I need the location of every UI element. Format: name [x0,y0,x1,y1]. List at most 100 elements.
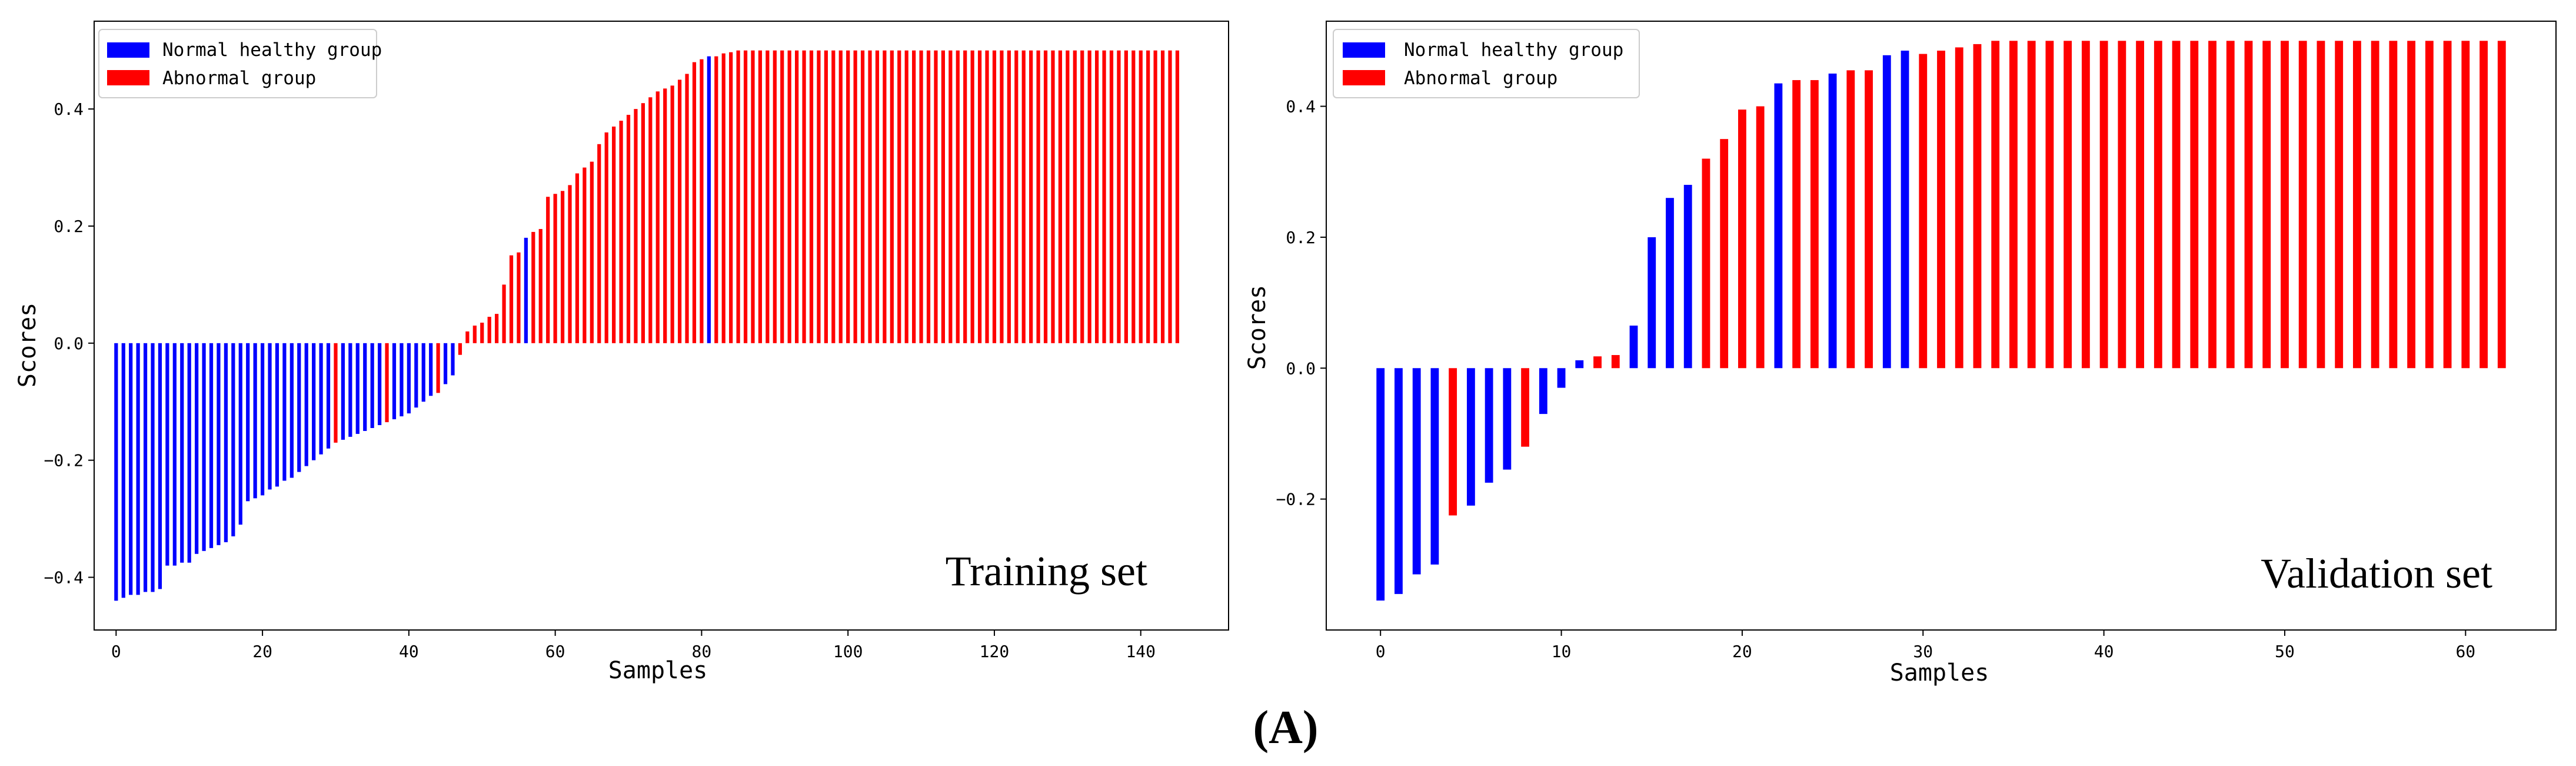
training-bar-abnormal [941,50,945,343]
training-bar-abnormal [1000,50,1004,343]
training-bar-normal [370,343,374,428]
training-bar-abnormal [824,50,828,343]
training-bar-abnormal [838,50,843,343]
training-bar-abnormal [1029,50,1033,343]
training-bar-normal [378,343,382,426]
training-bar-normal [392,343,397,420]
training-bar-abnormal [904,50,908,343]
training-bar-abnormal [714,56,718,343]
training-y-tick-label: −0.2 [44,451,84,470]
training-bar-abnormal [531,231,535,343]
validation-bar-abnormal [1810,80,1819,369]
validation-bar-abnormal [2027,41,2036,369]
validation-bar-abnormal [2226,41,2235,369]
validation-bar-normal [1828,73,1837,369]
training-bar-abnormal [766,50,770,343]
training-bar-normal [289,343,294,478]
training-bar-abnormal [1066,50,1070,343]
training-bar-abnormal [655,91,660,343]
training-bar-abnormal [795,50,799,343]
training-bar-abnormal [583,167,587,343]
validation-chart: 0 10 20 30 40 50 60 −0.2 0.0 0.2 0.4 Samples Scor… [1244,21,2557,687]
validation-bar-normal [1503,368,1512,470]
training-bar-abnormal [934,50,938,343]
training-x-axis: 0 20 40 60 80 100 120 140 [111,630,1156,661]
training-bar-abnormal [1073,50,1077,343]
training-bar-normal [165,343,169,566]
training-x-tick-label: 140 [1126,642,1156,661]
training-bar-normal [268,343,272,490]
training-bar-abnormal [773,50,777,343]
training-bar-abnormal [831,50,836,343]
training-bar-normal [143,343,148,592]
validation-bar-abnormal [1521,368,1529,447]
validation-bar-normal [1648,237,1656,369]
training-bar-normal [341,343,345,440]
training-bar-abnormal [919,50,923,343]
training-bar-normal [129,343,133,595]
validation-bar-abnormal [2281,41,2289,369]
validation-bar-abnormal [2118,41,2126,369]
training-bar-normal [217,343,221,545]
training-y-tick-label: 0.2 [54,217,84,236]
validation-bar-abnormal [1937,51,1945,369]
training-bar-normal [275,343,279,487]
validation-bar-abnormal [2009,41,2018,369]
training-bar-normal [114,343,118,601]
training-x-tick-label: 120 [980,642,1010,661]
training-bar-normal [282,343,287,481]
training-bar-abnormal [385,343,389,423]
training-x-tick-label: 0 [111,642,121,661]
validation-bar-abnormal [2425,41,2434,369]
validation-bar-abnormal [2081,41,2090,369]
validation-bar-abnormal [2136,41,2144,369]
training-bars [114,50,1180,601]
training-bar-abnormal [817,50,821,343]
training-bar-abnormal [977,50,982,343]
training-bar-abnormal [846,50,850,343]
training-bar-abnormal [1102,50,1106,343]
training-bar-abnormal [948,50,953,343]
training-bar-normal [429,343,433,396]
validation-bar-abnormal [1611,355,1620,369]
training-bar-abnormal [1094,50,1099,343]
training-bar-abnormal [985,50,989,343]
training-y-axis-label: Scores [14,303,41,388]
validation-bar-abnormal [1720,139,1729,369]
training-bar-abnormal [1051,50,1055,343]
validation-bar-abnormal [1955,47,1963,369]
training-bar-abnormal [692,62,697,343]
training-bar-normal [355,343,360,434]
validation-bar-abnormal [2389,41,2398,369]
validation-plot-frame [1326,21,2557,631]
training-bar-abnormal [502,284,506,343]
training-bar-normal [121,343,125,598]
validation-bar-abnormal [1792,80,1801,369]
training-bar-normal [187,343,191,563]
training-x-tick-label: 100 [833,642,863,661]
training-bar-normal [414,343,418,408]
validation-bar-abnormal [1593,356,1602,369]
validation-set-title: Validation set [2261,550,2492,597]
training-bar-abnormal [458,343,462,355]
validation-legend-abnormal-label: Abnormal group [1404,68,1557,89]
validation-bar-abnormal [2353,41,2361,369]
training-legend-box [98,29,377,98]
training-bar-abnormal [634,109,638,343]
training-bar-abnormal [992,50,997,343]
training-legend-normal-swatch [107,42,149,58]
validation-bar-abnormal [2443,41,2452,369]
training-y-axis: −0.4 −0.2 0.0 0.2 0.4 [44,100,94,588]
training-bar-normal [421,343,425,402]
training-bar-abnormal [1021,50,1026,343]
training-bar-abnormal [1036,50,1040,343]
training-bar-normal [172,343,177,566]
training-bar-normal [348,343,352,437]
training-bar-normal [451,343,455,376]
training-bar-normal [312,343,316,460]
training-bar-abnormal [802,50,806,343]
validation-bar-abnormal [2480,41,2488,369]
validation-bar-abnormal [2262,41,2271,369]
training-bar-abnormal [853,50,857,343]
validation-legend: Normal healthy group Abnormal group [1333,29,1640,98]
